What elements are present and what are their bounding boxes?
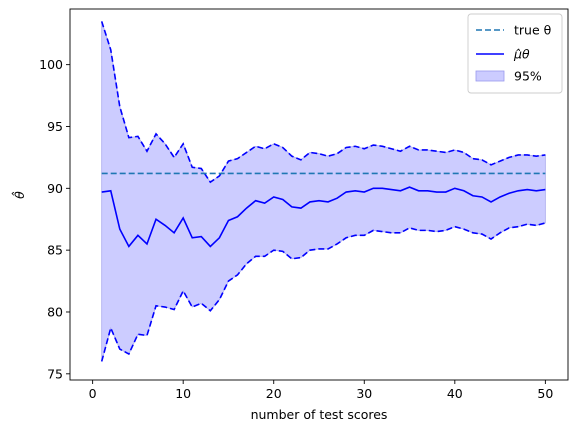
legend: true θ μ̂θ 95% <box>467 13 563 94</box>
legend-interval-label: 95% <box>514 69 542 84</box>
upper-bound-line <box>100 21 546 184</box>
y-tick-label: 80 <box>47 304 63 319</box>
legend-interval-swatch <box>475 70 505 82</box>
x-axis-label: number of test scores <box>251 407 388 422</box>
axis-ticks: 0 10 20 30 40 50 75 80 85 90 95 100 <box>39 57 553 401</box>
x-tick-label: 20 <box>266 386 282 401</box>
y-axis-label: θ̂ <box>11 191 27 199</box>
mu-hat-line <box>101 186 546 248</box>
y-tick-label: 90 <box>47 181 63 196</box>
plot-frame <box>69 8 569 381</box>
y-tick-label: 95 <box>47 119 63 134</box>
y-tick-label: 100 <box>39 57 63 72</box>
y-tick-label: 75 <box>47 366 63 381</box>
x-tick-label: 30 <box>356 386 372 401</box>
x-tick-label: 50 <box>537 386 553 401</box>
x-tick-label: 0 <box>89 386 97 401</box>
x-tick-label: 10 <box>175 386 191 401</box>
legend-true-theta-label: true θ <box>514 23 551 38</box>
lower-bound-line <box>100 222 546 362</box>
y-tick-label: 85 <box>47 243 63 258</box>
plot-area <box>100 21 546 362</box>
x-tick-label: 40 <box>447 386 463 401</box>
legend-mu-hat-label: μ̂θ <box>513 47 530 62</box>
